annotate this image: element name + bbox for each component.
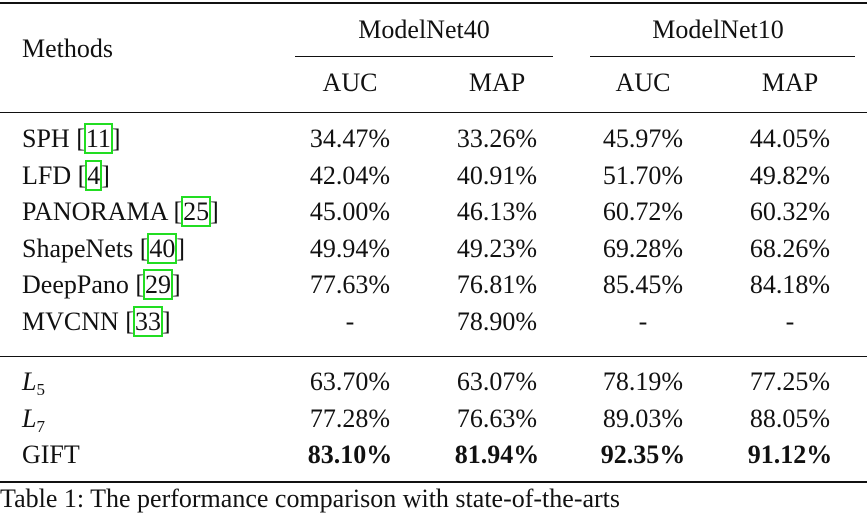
- cell: 49.23%: [456, 233, 538, 263]
- subscript: 5: [36, 380, 45, 399]
- citation: 29: [143, 269, 174, 300]
- metric-header: MAP: [761, 68, 819, 97]
- method-text: ]: [161, 306, 171, 336]
- cell: 77.25%: [749, 367, 831, 396]
- metric-header: MAP: [468, 68, 526, 97]
- method: LFD [4]: [22, 159, 110, 191]
- cell: 34.47%: [309, 124, 391, 153]
- cell: -: [785, 306, 795, 336]
- method-text: L: [22, 403, 37, 433]
- method-text: SPH [: [22, 124, 85, 153]
- method: GIFT: [22, 440, 80, 470]
- method-text: ShapeNets [: [22, 233, 149, 263]
- cell: 89.03%: [602, 403, 684, 433]
- cell: 81.94%: [454, 440, 540, 469]
- method: L5: [22, 367, 45, 405]
- cell: 91.12%: [747, 440, 833, 469]
- method-text: ]: [101, 160, 110, 190]
- cell: 44.05%: [749, 124, 831, 153]
- citation: 11: [83, 123, 113, 154]
- cell: 77.63%: [309, 270, 391, 299]
- method: DeepPano [29]: [22, 269, 181, 300]
- method: L7: [22, 404, 45, 442]
- cell: 76.63%: [456, 403, 538, 433]
- method-text: GIFT: [22, 440, 80, 469]
- cell: 77.28%: [309, 403, 391, 433]
- group-header: ModelNet10: [652, 15, 784, 44]
- cell: -: [345, 306, 355, 336]
- group-header: ModelNet40: [358, 15, 490, 44]
- cell: 46.13%: [456, 197, 538, 226]
- mid-rule: [0, 356, 867, 357]
- top-rule: [0, 2, 867, 4]
- method-text: ]: [210, 197, 219, 226]
- cell: 68.26%: [749, 233, 831, 263]
- metric-header: AUC: [322, 68, 378, 97]
- method-text: LFD [: [22, 160, 87, 190]
- cell: 60.72%: [602, 197, 684, 226]
- cell: 45.97%: [602, 124, 684, 153]
- method-text: ]: [172, 270, 181, 299]
- method: PANORAMA [25]: [22, 196, 219, 227]
- method: ShapeNets [40]: [22, 232, 186, 264]
- cell: 60.32%: [749, 197, 831, 226]
- cell: 92.35%: [600, 440, 686, 469]
- methods-header: Methods: [22, 34, 113, 63]
- cell: 83.10%: [307, 440, 393, 469]
- caption: Table 1: The performance comparison with…: [0, 484, 621, 513]
- cell: 45.00%: [309, 197, 391, 226]
- metric-header: AUC: [615, 68, 671, 97]
- bottom-rule: [0, 481, 867, 483]
- method-text: PANORAMA [: [22, 197, 183, 226]
- method-text: DeepPano [: [22, 270, 145, 299]
- cell: 33.26%: [456, 124, 538, 153]
- citation: 25: [181, 196, 212, 227]
- method: MVCNN [33]: [22, 305, 171, 337]
- cell: 42.04%: [309, 160, 391, 190]
- method-text: L: [22, 367, 37, 396]
- citation: 33: [132, 305, 163, 337]
- method-text: MVCNN [: [22, 306, 134, 336]
- group-rule: [590, 56, 855, 57]
- cell: 84.18%: [749, 270, 831, 299]
- cell: 69.28%: [602, 233, 684, 263]
- cell: 88.05%: [749, 403, 831, 433]
- cell: 78.19%: [602, 367, 684, 396]
- citation: 40: [147, 232, 178, 264]
- mid-rule: [0, 112, 867, 113]
- cell: 78.90%: [456, 306, 538, 336]
- cell: 76.81%: [456, 270, 538, 299]
- cell: -: [638, 306, 648, 336]
- subscript: 7: [36, 416, 45, 436]
- cell: 63.70%: [309, 367, 391, 396]
- group-rule: [295, 56, 553, 57]
- cell: 85.45%: [602, 270, 684, 299]
- method-text: ]: [176, 233, 186, 263]
- cell: 40.91%: [456, 160, 538, 190]
- cell: 49.94%: [309, 233, 391, 263]
- citation: 4: [85, 159, 103, 191]
- method-text: ]: [111, 124, 121, 153]
- cell: 63.07%: [456, 367, 538, 396]
- method: SPH [11]: [22, 123, 121, 154]
- cell: 51.70%: [602, 160, 684, 190]
- cell: 49.82%: [749, 160, 831, 190]
